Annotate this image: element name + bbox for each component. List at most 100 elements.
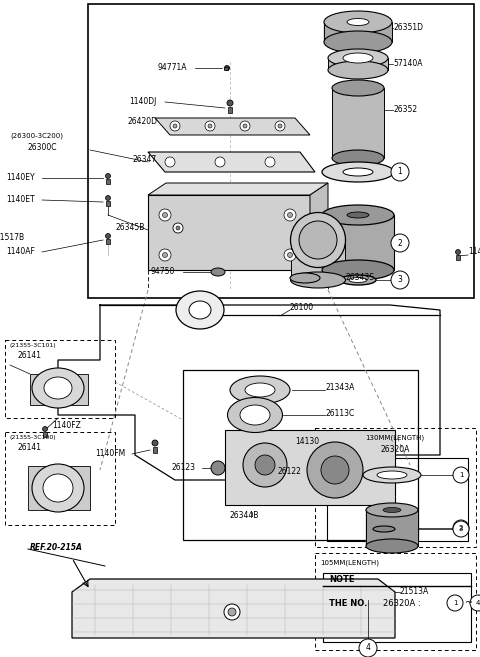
Bar [324,22,392,42]
Ellipse shape [44,377,72,399]
Ellipse shape [290,273,320,283]
Text: 1140AF: 1140AF [6,248,35,256]
Text: THE NO.: THE NO. [329,599,367,608]
Ellipse shape [324,11,392,33]
Text: 26320A :: 26320A : [383,599,420,608]
Circle shape [243,124,247,128]
Text: 26113C: 26113C [325,409,354,417]
Ellipse shape [299,221,337,259]
Text: 1140FM: 1140FM [95,449,125,459]
Text: 3: 3 [459,526,463,532]
Bar [322,215,394,270]
Circle shape [456,250,460,254]
Circle shape [307,442,363,498]
Ellipse shape [322,260,394,280]
Polygon shape [148,183,328,195]
Text: 3: 3 [397,275,402,284]
Bar [30,374,88,405]
Text: 1: 1 [397,168,402,177]
Text: 2: 2 [459,525,463,531]
Ellipse shape [343,168,373,176]
Circle shape [152,440,158,446]
Text: ~: ~ [465,598,473,608]
Text: 130MM(LENGTH): 130MM(LENGTH) [365,435,425,442]
Text: 1140EM: 1140EM [468,248,480,256]
Circle shape [288,252,292,258]
Ellipse shape [347,18,369,26]
Text: 2: 2 [397,238,402,248]
Ellipse shape [377,471,407,479]
Circle shape [240,121,250,131]
Ellipse shape [189,301,211,319]
Ellipse shape [43,474,73,502]
Ellipse shape [32,368,84,408]
Ellipse shape [290,212,346,267]
Text: 57140A: 57140A [393,60,422,68]
Bar [88,4,474,298]
Bar [225,430,395,505]
Ellipse shape [322,162,394,182]
Ellipse shape [383,507,401,512]
Circle shape [170,121,180,131]
Ellipse shape [240,405,270,425]
Bar [315,428,476,547]
Text: 105MM(LENGTH): 105MM(LENGTH) [320,560,379,566]
Circle shape [275,121,285,131]
Circle shape [106,234,110,238]
Bar [183,370,418,540]
Text: 26320A: 26320A [380,445,410,455]
Bar [328,58,388,70]
Circle shape [106,196,110,200]
Bar [327,458,468,541]
Circle shape [321,456,349,484]
Circle shape [391,271,409,289]
Circle shape [265,157,275,167]
Text: 1140ET: 1140ET [6,196,35,204]
Bar [323,573,471,642]
Bar [366,510,418,546]
Circle shape [208,124,212,128]
Text: 94771A: 94771A [157,64,187,72]
Text: (26300-3C200): (26300-3C200) [10,133,63,139]
Circle shape [284,249,296,261]
Text: 26347: 26347 [133,156,157,164]
Circle shape [173,124,177,128]
Ellipse shape [176,291,224,329]
Text: REF.20-215A: REF.20-215A [30,543,83,553]
Circle shape [228,608,236,616]
Ellipse shape [366,539,418,553]
Circle shape [470,595,480,611]
Circle shape [176,226,180,230]
Text: 94750: 94750 [151,267,175,277]
Ellipse shape [32,464,84,512]
Text: 26141: 26141 [18,443,42,453]
Circle shape [391,234,409,252]
Bar [153,447,157,453]
Ellipse shape [347,212,369,218]
Bar [28,466,90,510]
Circle shape [359,639,377,657]
Text: 26141: 26141 [18,351,42,361]
Bar [5,432,115,525]
Polygon shape [72,579,395,638]
Polygon shape [310,183,328,270]
Circle shape [278,124,282,128]
Ellipse shape [363,467,421,483]
Circle shape [391,163,409,181]
Bar [332,88,384,158]
Text: 26122: 26122 [278,468,302,476]
Text: 1: 1 [459,472,463,478]
Circle shape [453,467,469,483]
Text: 14130: 14130 [295,436,319,445]
Ellipse shape [230,376,290,404]
Text: 26343S: 26343S [345,273,374,283]
Circle shape [43,426,48,432]
Polygon shape [148,195,310,270]
Ellipse shape [328,61,388,79]
Circle shape [211,461,225,475]
Circle shape [453,520,469,536]
Circle shape [288,212,292,217]
Circle shape [225,66,229,70]
Bar [107,179,109,184]
Circle shape [215,157,225,167]
